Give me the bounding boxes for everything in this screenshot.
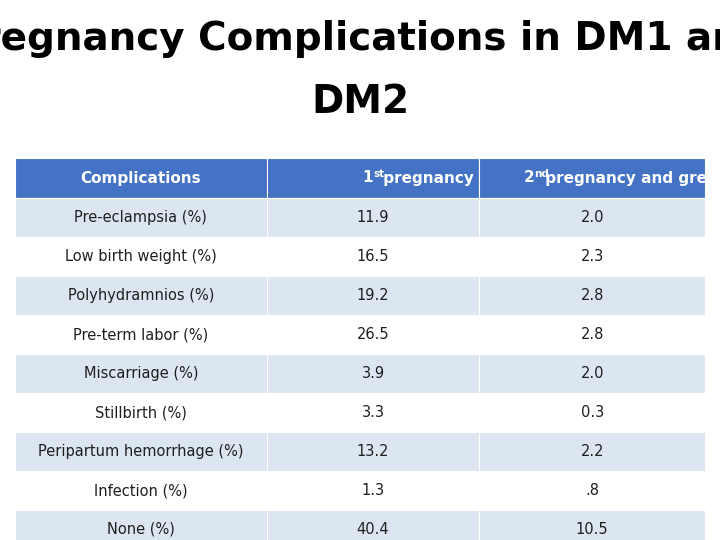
Text: 2.3: 2.3 [580,249,604,264]
Text: 19.2: 19.2 [357,288,390,303]
Text: 3.9: 3.9 [361,366,384,381]
Bar [267,237,480,276]
Text: Pre-eclampsia (%): Pre-eclampsia (%) [74,210,207,225]
Text: Miscarriage (%): Miscarriage (%) [84,366,198,381]
Bar [15,393,267,432]
Bar [480,510,705,540]
Bar [480,354,705,393]
Text: 13.2: 13.2 [357,444,390,459]
Text: 2.2: 2.2 [580,444,604,459]
Bar [267,315,480,354]
Text: 1.3: 1.3 [361,483,384,498]
Bar [267,471,480,510]
Bar [15,198,267,237]
Text: Infection (%): Infection (%) [94,483,188,498]
Bar [480,198,705,237]
Text: 3.3: 3.3 [361,405,384,420]
Text: 26.5: 26.5 [357,327,390,342]
Text: 0.3: 0.3 [580,405,604,420]
Text: 16.5: 16.5 [357,249,390,264]
Text: pregnancy: pregnancy [378,171,474,186]
Bar [480,237,705,276]
Bar [15,276,267,315]
Text: pregnancy and greater: pregnancy and greater [540,171,720,186]
Bar [15,510,267,540]
Text: Pre-term labor (%): Pre-term labor (%) [73,327,209,342]
Bar [480,158,705,198]
Bar [480,432,705,471]
Text: nd: nd [534,169,549,179]
Bar [267,393,480,432]
Bar [15,158,267,198]
Bar [267,198,480,237]
Text: 2.0: 2.0 [580,366,604,381]
Text: Pregnancy Complications in DM1 and: Pregnancy Complications in DM1 and [0,20,720,58]
Text: None (%): None (%) [107,522,175,537]
Bar [267,158,480,198]
Text: 40.4: 40.4 [357,522,390,537]
Text: Complications: Complications [81,171,201,186]
Text: 1: 1 [363,171,373,186]
Text: st: st [373,169,384,179]
Text: 2.0: 2.0 [580,210,604,225]
Bar [267,510,480,540]
Text: 11.9: 11.9 [357,210,390,225]
Bar [267,276,480,315]
Bar [15,315,267,354]
Bar [480,315,705,354]
Bar [15,237,267,276]
Bar [267,354,480,393]
Text: Low birth weight (%): Low birth weight (%) [65,249,217,264]
Text: 2.8: 2.8 [580,288,604,303]
Text: 2.8: 2.8 [580,327,604,342]
Bar [480,471,705,510]
Text: Stillbirth (%): Stillbirth (%) [95,405,187,420]
Text: Peripartum hemorrhage (%): Peripartum hemorrhage (%) [38,444,243,459]
Text: 10.5: 10.5 [576,522,608,537]
Text: .8: .8 [585,483,599,498]
Bar [480,393,705,432]
Text: DM2: DM2 [311,83,409,121]
Text: Polyhydramnios (%): Polyhydramnios (%) [68,288,214,303]
Bar [15,432,267,471]
Bar [15,354,267,393]
Text: 2: 2 [523,171,534,186]
Bar [15,471,267,510]
Bar [480,276,705,315]
Bar [267,432,480,471]
